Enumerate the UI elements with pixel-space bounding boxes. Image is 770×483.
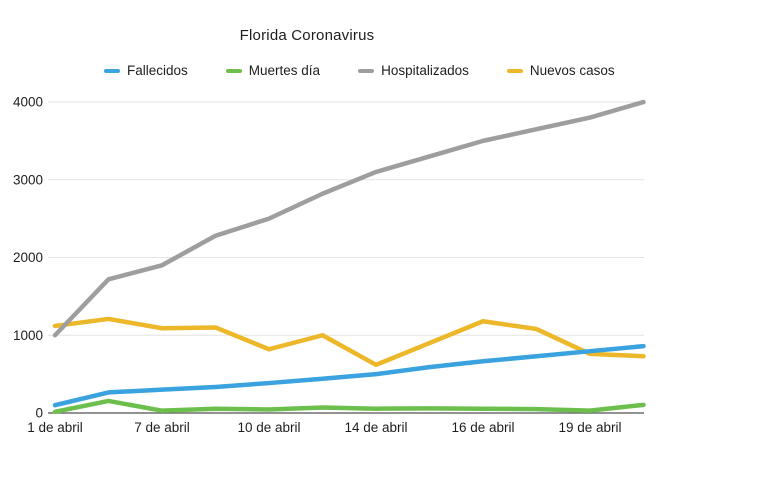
chart-title: Florida Coronavirus	[239, 27, 375, 44]
x-axis-label: 1 de abril	[27, 420, 83, 435]
y-axis-label: 4000	[13, 95, 43, 110]
series-line-hospitalizados	[52, 99, 646, 338]
y-axis-label: 2000	[13, 250, 43, 265]
y-axis-label: 3000	[13, 172, 43, 187]
legend-item-muertes-dia: Muertes día	[225, 63, 321, 78]
legend-swatch-icon	[506, 68, 523, 73]
series-line-fallecidos	[52, 343, 646, 408]
series-line-nuevos-casos	[52, 316, 646, 368]
y-axis-label: 1000	[13, 328, 43, 343]
legend-swatch-icon	[225, 68, 242, 73]
legend-label-muertes-dia: Muertes día	[248, 63, 321, 78]
legend-item-fallecidos: Fallecidos	[104, 63, 188, 78]
legend-label-nuevos-casos: Nuevos casos	[529, 63, 615, 78]
legend-swatch-icon	[358, 68, 375, 73]
x-axis-label: 7 de abril	[134, 420, 190, 435]
legend-item-hospitalizados: Hospitalizados	[358, 63, 469, 78]
x-axis-label: 19 de abril	[558, 420, 621, 435]
legend-label-hospitalizados: Hospitalizados	[381, 63, 469, 78]
x-axis-label: 10 de abril	[237, 420, 300, 435]
chart-legend: Fallecidos Muertes día Hospitalizados Nu…	[104, 63, 615, 78]
legend-label-fallecidos: Fallecidos	[127, 63, 188, 78]
x-axis-label: 14 de abril	[344, 420, 407, 435]
legend-swatch-icon	[104, 68, 120, 73]
legend-item-nuevos-casos: Nuevos casos	[506, 63, 615, 78]
x-axis-label: 16 de abril	[451, 420, 514, 435]
series-line-muertes-día	[52, 398, 646, 415]
y-axis-label: 0	[35, 406, 43, 421]
